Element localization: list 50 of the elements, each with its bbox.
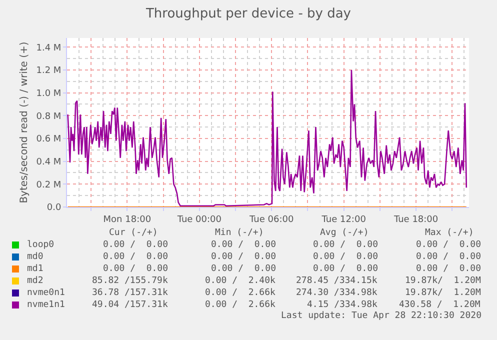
legend-label: md2 bbox=[27, 276, 44, 286]
y-tick-label: 1.2 M bbox=[36, 66, 62, 76]
legend-label: loop0 bbox=[27, 240, 54, 250]
text: 278.45 /334.15k bbox=[296, 276, 378, 286]
text: 0.00 / 0.00 bbox=[416, 252, 482, 262]
text: 0.00 / 0.00 bbox=[313, 252, 378, 262]
text: 0.00 / 2.66k bbox=[205, 300, 276, 310]
text: 36.78 /157.31k bbox=[92, 288, 168, 298]
text: Min (-/+) bbox=[215, 228, 264, 238]
text: 19.87k/ 1.20M bbox=[405, 288, 482, 298]
text: 0.00 / 0.00 bbox=[103, 252, 168, 262]
y-axis-title: Bytes/second read (-) / write (+) bbox=[19, 42, 30, 204]
text: 0.00 / 2.66k bbox=[205, 288, 276, 298]
y-tick-label: 0.2 M bbox=[36, 180, 62, 190]
text: Max (-/+) bbox=[425, 228, 474, 238]
y-tick-label: 1.0 M bbox=[36, 88, 62, 99]
text: Cur (-/+) bbox=[109, 228, 158, 238]
text: 0.00 / 0.00 bbox=[211, 264, 276, 274]
legend-label: md1 bbox=[27, 264, 44, 274]
y-tick-label: 0.8 M bbox=[36, 112, 62, 122]
legend-label: nvme0n1 bbox=[27, 288, 65, 298]
x-tick-label: Tue 00:00 bbox=[176, 214, 222, 225]
x-tick-label: Tue 12:00 bbox=[320, 214, 366, 225]
y-tick-label: 0.0 bbox=[46, 203, 62, 214]
text: 0.00 / 0.00 bbox=[416, 240, 482, 250]
text: 49.04 /157.31k bbox=[92, 300, 168, 310]
text: 0.00 / 0.00 bbox=[211, 252, 276, 262]
x-tick-label: Mon 18:00 bbox=[103, 214, 152, 225]
text: 0.00 / 0.00 bbox=[103, 264, 168, 274]
chart-title: Throughput per device - by day bbox=[144, 6, 352, 22]
legend-label: md0 bbox=[27, 252, 44, 262]
legend-label: nvme1n1 bbox=[27, 300, 65, 310]
text: 0.00 / 2.40k bbox=[205, 276, 276, 286]
y-tick-label: 0.4 M bbox=[36, 157, 62, 168]
text: Avg (-/+) bbox=[320, 228, 369, 238]
text: 0.00 / 0.00 bbox=[416, 264, 482, 274]
x-tick-label: Tue 06:00 bbox=[248, 214, 294, 225]
x-tick-label: Tue 18:00 bbox=[392, 214, 438, 225]
text: 19.87k/ 1.20M bbox=[405, 276, 482, 286]
text: 274.30 /334.98k bbox=[296, 288, 378, 298]
text: 0.00 / 0.00 bbox=[313, 240, 378, 250]
text: 85.82 /155.79k bbox=[92, 276, 168, 286]
text: Last update: Tue Apr 28 22:10:30 2020 bbox=[281, 311, 482, 321]
y-tick-label: 0.6 M bbox=[36, 134, 62, 145]
text: 430.58 / 1.20M bbox=[399, 300, 481, 310]
y-tick-label: 1.4 M bbox=[36, 43, 62, 54]
text: 0.00 / 0.00 bbox=[313, 264, 378, 274]
text: 0.00 / 0.00 bbox=[211, 240, 276, 250]
text: 4.15 /334.98k bbox=[307, 300, 378, 310]
text: 0.00 / 0.00 bbox=[103, 240, 168, 250]
